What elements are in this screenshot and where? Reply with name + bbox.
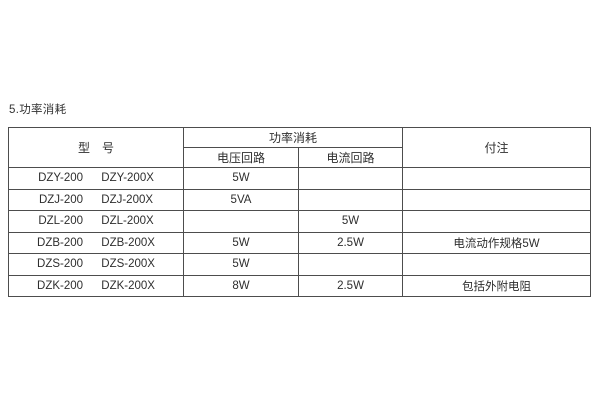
col-header-power-group: 功率消耗: [182, 127, 404, 148]
model-name-a: DZY-200: [38, 172, 84, 185]
table-body: DZY-200 DZY-200X 5W DZJ-200 DZJ-200X 5VA…: [8, 167, 592, 297]
model-name-b: DZS-200X: [101, 258, 155, 271]
voltage-circuit-cell: 8W: [183, 274, 299, 297]
model-name-a: DZB-200: [37, 236, 84, 249]
table-row: DZK-200 DZK-200X 8W 2.5W 包括外附电阻: [8, 274, 592, 297]
table-row: DZJ-200 DZJ-200X 5VA: [8, 188, 592, 211]
model-name-b: DZB-200X: [101, 236, 155, 249]
table-row: DZB-200 DZB-200X 5W 2.5W 电流动作规格5W: [8, 231, 592, 254]
col-header-model: 型 号: [8, 127, 184, 168]
table-row: DZS-200 DZS-200X 5W: [8, 253, 592, 276]
current-circuit-cell: [297, 253, 404, 276]
voltage-circuit-cell: 5VA: [183, 188, 299, 211]
model-name-b: DZY-200X: [101, 172, 154, 185]
voltage-circuit-cell: 5W: [183, 167, 299, 190]
model-cell: DZK-200 DZK-200X: [8, 274, 184, 297]
model-cell: DZL-200 DZL-200X: [8, 210, 184, 233]
voltage-circuit-cell: [183, 210, 299, 233]
table-row: DZY-200 DZY-200X 5W: [8, 167, 592, 190]
current-circuit-cell: 5W: [297, 210, 404, 233]
voltage-circuit-cell: 5W: [183, 231, 299, 254]
current-circuit-cell: [297, 188, 404, 211]
header-row-2: 电压回路 电流回路: [9, 147, 591, 168]
model-name-a: DZL-200: [38, 215, 84, 228]
note-cell: [402, 253, 592, 276]
model-name-a: DZS-200: [37, 258, 84, 271]
section-title: 5.功率消耗: [9, 104, 67, 116]
model-cell: DZB-200 DZB-200X: [8, 231, 184, 254]
model-name-b: DZK-200X: [101, 279, 155, 292]
model-cell: DZJ-200 DZJ-200X: [8, 188, 184, 211]
note-cell: [402, 167, 592, 190]
model-name-b: DZJ-200X: [101, 193, 154, 206]
table-header: 型 号 功率消耗 付注 电压回路 电流回路: [8, 127, 592, 168]
current-circuit-cell: 2.5W: [297, 231, 404, 254]
note-cell: [402, 188, 592, 211]
model-name-a: DZK-200: [37, 279, 84, 292]
note-cell: [402, 210, 592, 233]
voltage-circuit-cell: 5W: [183, 253, 299, 276]
current-circuit-cell: [297, 167, 404, 190]
model-name-b: DZL-200X: [101, 215, 154, 228]
current-circuit-cell: 2.5W: [297, 274, 404, 297]
model-cell: DZS-200 DZS-200X: [8, 253, 184, 276]
col-header-notes: 付注: [402, 127, 592, 168]
col-header-current-circuit: 电流回路: [297, 147, 404, 168]
header-row-1: 型 号 功率消耗 付注: [8, 127, 592, 168]
table-row: DZL-200 DZL-200X 5W: [8, 210, 592, 233]
model-cell: DZY-200 DZY-200X: [8, 167, 184, 190]
note-cell: 包括外附电阻: [402, 274, 592, 297]
col-header-voltage-circuit: 电压回路: [183, 147, 299, 168]
note-cell: 电流动作规格5W: [402, 231, 592, 254]
power-consumption-table: 型 号 功率消耗 付注 电压回路 电流回路 DZY-200 DZY-200X 5…: [8, 127, 592, 297]
model-name-a: DZJ-200: [38, 193, 84, 206]
